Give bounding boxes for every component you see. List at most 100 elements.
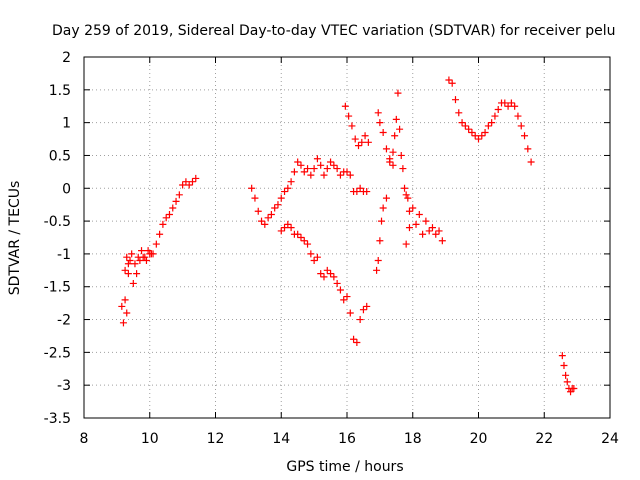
data-point [391, 132, 399, 140]
data-point [422, 217, 430, 225]
data-point [394, 89, 402, 97]
data-point [415, 211, 423, 219]
data-point [123, 253, 131, 261]
data-point [271, 204, 279, 212]
data-point [147, 250, 155, 258]
data-point [481, 128, 489, 136]
data-point [131, 260, 139, 268]
x-tick-label: 16 [338, 431, 356, 447]
data-point [445, 76, 453, 84]
data-point [159, 220, 167, 228]
data-point [261, 220, 269, 228]
data-point [144, 247, 152, 255]
data-point [348, 122, 356, 130]
data-point [405, 224, 413, 232]
data-point [307, 250, 315, 258]
data-point [402, 240, 410, 248]
data-point [517, 122, 525, 130]
data-point [133, 270, 141, 278]
data-point [118, 302, 126, 310]
data-point [333, 279, 341, 287]
x-tick-label: 12 [207, 431, 225, 447]
data-point [134, 253, 142, 261]
data-point [304, 165, 312, 173]
data-point [300, 237, 308, 245]
data-point [560, 361, 568, 369]
data-point [465, 125, 473, 133]
data-point [327, 158, 335, 166]
data-point [353, 339, 361, 347]
data-point [419, 230, 427, 238]
x-tick-label: 20 [470, 431, 488, 447]
data-point [351, 135, 359, 143]
data-point [478, 132, 486, 140]
data-point [455, 109, 463, 117]
grid-layer [84, 57, 610, 418]
series-s2 [248, 155, 371, 228]
data-point [448, 79, 456, 87]
data-point [333, 165, 341, 173]
data-point [327, 270, 335, 278]
data-point [128, 250, 136, 258]
data-point [340, 296, 348, 304]
data-point [428, 224, 436, 232]
y-tick-label: -1 [57, 247, 71, 263]
data-point [389, 161, 397, 169]
x-tick-label: 14 [272, 431, 290, 447]
series-s3 [277, 220, 371, 347]
data-point [350, 335, 358, 343]
data-point [511, 102, 519, 110]
data-point [297, 161, 305, 169]
data-point [330, 273, 338, 281]
x-tick-label: 24 [601, 431, 619, 447]
x-tick-label: 18 [404, 431, 422, 447]
x-axis-label: GPS time / hours [286, 459, 403, 475]
y-tick-label: -0.5 [44, 214, 71, 230]
data-layer [118, 76, 578, 396]
y-tick-label: 1.5 [49, 83, 71, 99]
series-s7 [445, 76, 535, 166]
data-point [179, 181, 187, 189]
data-point [507, 99, 515, 107]
data-point [345, 112, 353, 120]
data-point [323, 165, 331, 173]
data-point [494, 106, 502, 114]
series-s5 [373, 89, 413, 274]
data-point [376, 237, 384, 245]
data-point [458, 119, 466, 127]
data-point [356, 316, 364, 324]
chart-title: Day 259 of 2019, Sidereal Day-to-day VTE… [52, 23, 615, 39]
data-point [123, 309, 131, 317]
data-point [254, 207, 262, 215]
data-point [504, 102, 512, 110]
data-point [313, 253, 321, 261]
data-point [172, 197, 180, 205]
data-point [188, 178, 196, 186]
data-point [307, 171, 315, 179]
data-point [386, 155, 394, 163]
data-point [359, 306, 367, 314]
data-point [435, 227, 443, 235]
data-point [401, 184, 409, 192]
data-point [451, 96, 459, 104]
data-point [152, 240, 160, 248]
data-point [521, 132, 529, 140]
data-point [374, 109, 382, 117]
y-tick-label: -2 [57, 313, 71, 329]
data-point [156, 230, 164, 238]
data-point [165, 211, 173, 219]
data-point [294, 158, 302, 166]
data-point [121, 296, 129, 304]
data-point [317, 161, 325, 169]
data-point [361, 132, 369, 140]
data-point [124, 260, 132, 268]
data-point [281, 188, 289, 196]
data-point [567, 388, 575, 396]
data-point [330, 161, 338, 169]
data-point [491, 112, 499, 120]
series-s1 [118, 174, 200, 327]
series-s1-upper [121, 247, 155, 274]
data-point [376, 119, 384, 127]
data-point [320, 273, 328, 281]
data-point [514, 112, 522, 120]
